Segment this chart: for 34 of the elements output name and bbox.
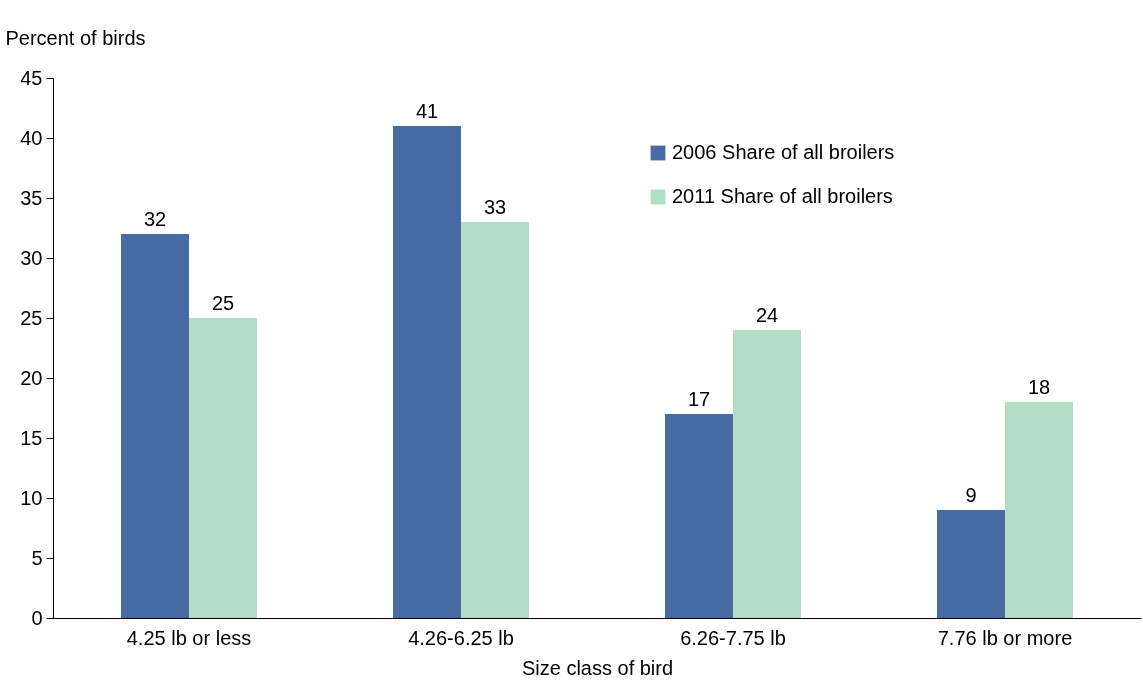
- data-label: 25: [211, 292, 235, 314]
- data-label: 18: [1027, 376, 1051, 398]
- data-label: 41: [415, 100, 439, 122]
- bar: [461, 222, 529, 618]
- y-tick-label: 10: [20, 486, 43, 509]
- legend-label: 2011 Share of all broilers: [672, 185, 893, 207]
- data-label: 33: [483, 196, 507, 218]
- x-tick-label: 6.26-7.75 lb: [680, 626, 786, 649]
- y-tick-label: 30: [20, 246, 43, 269]
- x-tick-label: 7.76 lb or more: [937, 626, 1073, 649]
- bar: [733, 330, 801, 618]
- y-tick-label: 5: [31, 546, 43, 569]
- y-tick-label: 35: [20, 186, 43, 209]
- y-tick-label: 20: [20, 366, 43, 389]
- bar: [189, 318, 257, 618]
- x-axis-title: Size class of bird: [521, 656, 674, 679]
- y-tick-label: 25: [20, 306, 43, 329]
- bar: [937, 510, 1005, 618]
- bar: [1005, 402, 1073, 618]
- y-tick-label: 0: [31, 606, 43, 629]
- data-label: 17: [687, 388, 711, 410]
- x-tick-label: 4.26-6.25 lb: [408, 626, 514, 649]
- y-tick-label: 45: [20, 66, 43, 89]
- bar: [121, 234, 189, 618]
- data-label: 32: [143, 208, 167, 230]
- bar: [665, 414, 733, 618]
- data-label: 24: [755, 304, 779, 326]
- x-tick-label: 4.25 lb or less: [126, 626, 252, 649]
- data-label: 9: [965, 484, 977, 506]
- bar: [393, 126, 461, 618]
- y-axis-title: Percent of birds: [5, 26, 146, 49]
- y-tick-label: 40: [20, 126, 43, 149]
- y-tick-label: 15: [20, 426, 43, 449]
- legend-label: 2006 Share of all broilers: [672, 141, 895, 163]
